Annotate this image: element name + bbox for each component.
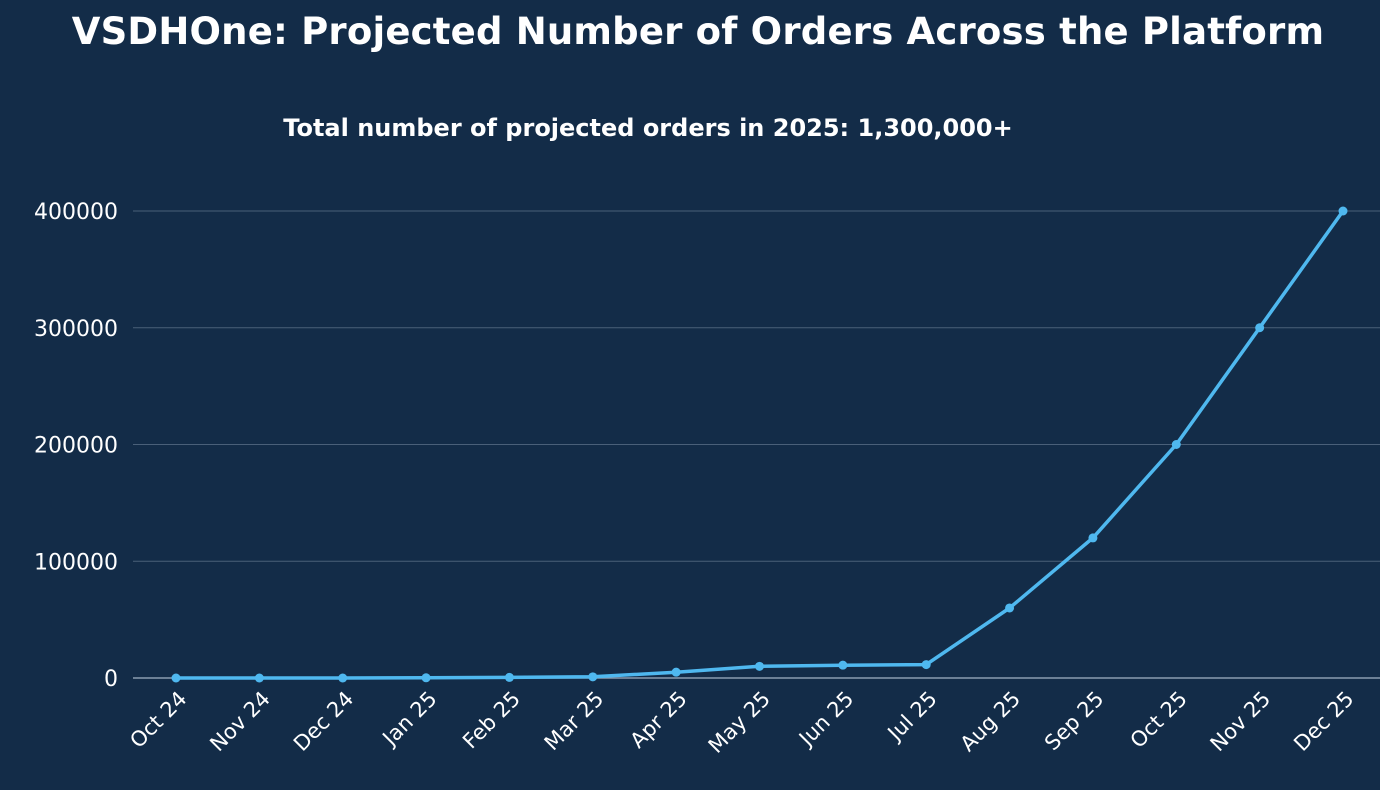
data-point <box>1338 206 1348 216</box>
data-point <box>671 667 681 677</box>
data-point <box>1088 533 1098 543</box>
x-tick-label: Oct 25 <box>1126 687 1192 753</box>
data-point <box>171 673 181 683</box>
x-axis-ticks: Oct 24 Nov 24 Dec 24 Jan 25 Feb 25 Mar 25 Apr … <box>125 687 1358 758</box>
data-point <box>921 660 931 670</box>
x-tick-label: Aug 25 <box>956 687 1026 757</box>
x-tick-label: Oct 24 <box>125 687 191 753</box>
y-tick-label: 300000 <box>34 317 118 342</box>
y-tick-label: 100000 <box>34 550 118 575</box>
data-point <box>254 673 264 683</box>
data-point <box>1171 440 1181 449</box>
x-tick-label: Jan 25 <box>377 687 442 752</box>
y-tick-label: 0 <box>104 667 118 692</box>
x-tick-label: Sep 25 <box>1040 687 1109 756</box>
data-point <box>338 673 348 683</box>
x-tick-label: Jun 25 <box>793 687 858 752</box>
grid-layer <box>133 210 1380 679</box>
data-point <box>504 672 514 682</box>
y-tick-label: 400000 <box>34 200 118 225</box>
x-tick-label: Feb 25 <box>458 687 525 754</box>
x-tick-label: Mar 25 <box>540 687 609 756</box>
data-point <box>1255 323 1265 333</box>
x-tick-label: Nov 25 <box>1206 687 1276 757</box>
data-point <box>1005 603 1015 613</box>
x-tick-label: May 25 <box>704 687 775 758</box>
data-point <box>588 672 598 682</box>
x-tick-label: Nov 24 <box>205 687 275 757</box>
chart-title: VSDHOne: Projected Number of Orders Acro… <box>71 10 1325 53</box>
x-tick-label: Jul 25 <box>882 687 942 747</box>
x-tick-label: Dec 25 <box>1289 687 1358 756</box>
data-point <box>838 660 848 670</box>
y-axis-ticks: 0 100000 200000 300000 400000 <box>34 200 118 692</box>
chart-subtitle: Total number of projected orders in 2025… <box>283 114 1013 142</box>
y-tick-label: 200000 <box>34 434 118 459</box>
data-point <box>421 673 431 683</box>
series-layer <box>171 206 1348 683</box>
x-tick-label: Dec 24 <box>289 687 358 756</box>
data-point <box>755 661 764 671</box>
x-tick-label: Apr 25 <box>625 687 691 753</box>
